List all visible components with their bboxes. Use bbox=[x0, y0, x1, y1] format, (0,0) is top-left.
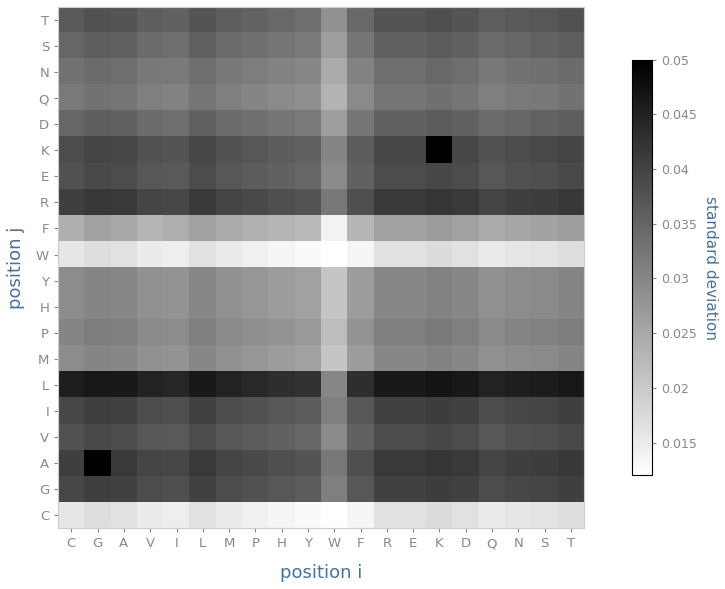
X-axis label: position i: position i bbox=[280, 564, 362, 582]
Y-axis label: standard deviation: standard deviation bbox=[703, 196, 718, 339]
Y-axis label: position j: position j bbox=[7, 226, 25, 309]
